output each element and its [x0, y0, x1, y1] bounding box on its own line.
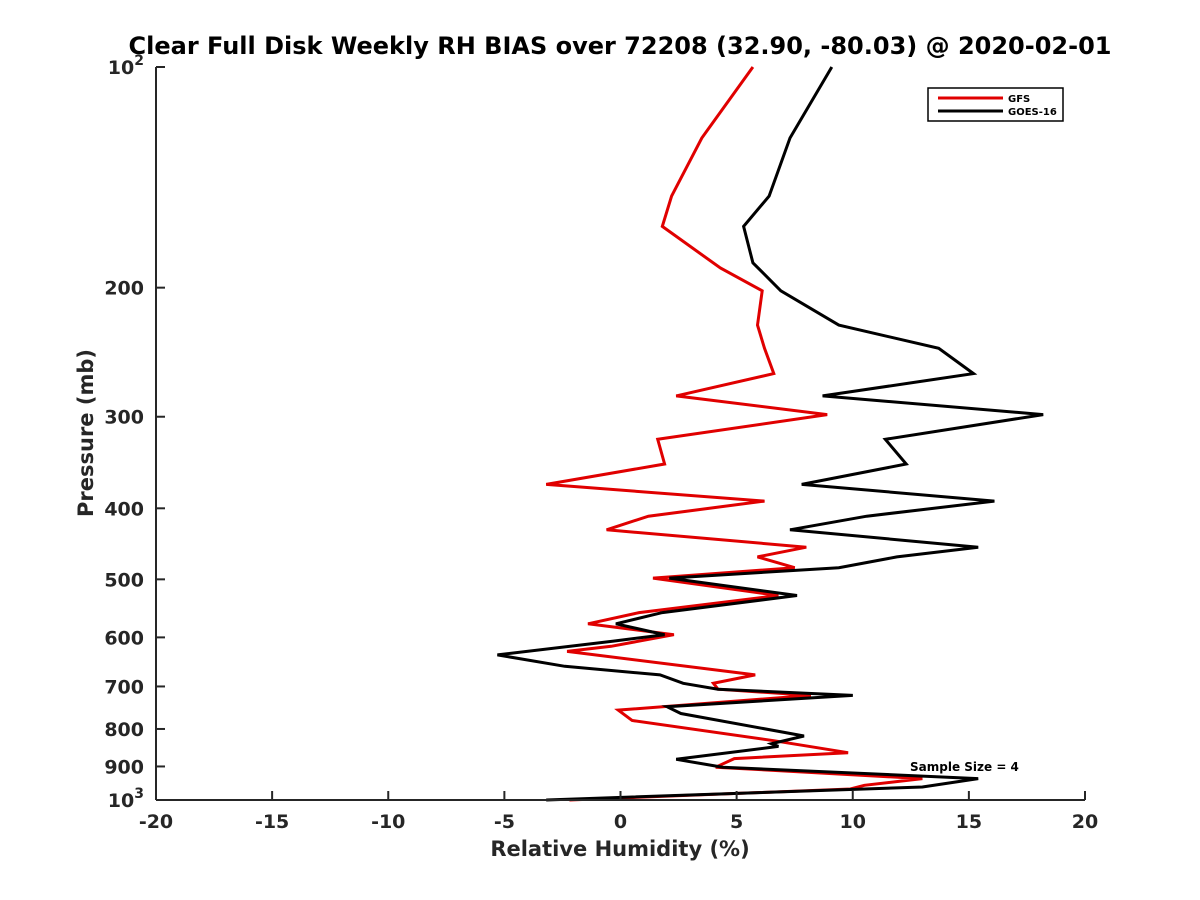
chart-title: Clear Full Disk Weekly RH BIAS over 7220…	[129, 32, 1112, 60]
x-tick-label: -10	[371, 811, 405, 833]
legend-label: GOES-16	[1008, 107, 1057, 118]
tick-base: 10	[108, 790, 134, 812]
y-tick-label: 900	[104, 756, 144, 778]
x-tick-label: 15	[956, 811, 982, 833]
x-axis-label: Relative Humidity (%)	[490, 837, 749, 861]
y-tick-label: 500	[104, 569, 144, 591]
y-tick-label: 600	[104, 627, 144, 649]
series-line-gfs	[545, 66, 923, 802]
plot-area	[497, 66, 1044, 802]
y-tick-label: 800	[104, 719, 144, 741]
x-tick-label: -5	[494, 811, 515, 833]
x-tick-label: -15	[255, 811, 289, 833]
legend: GFS GOES-16	[927, 87, 1064, 122]
x-tick-label: -20	[139, 811, 173, 833]
y-tick-label: 400	[104, 498, 144, 520]
axes: -20 -15 -10 -5 0 5 10 15 20102200300400500600700…	[104, 53, 1098, 833]
y-tick-label: 700	[104, 676, 144, 698]
y-tick-label: 102	[108, 53, 144, 79]
sample-size-annotation: Sample Size = 4	[910, 760, 1019, 774]
x-tick-label: 5	[730, 811, 743, 833]
series-line-goes-16	[497, 66, 1044, 802]
legend-label: GFS	[1008, 94, 1030, 105]
x-tick-label: 0	[614, 811, 627, 833]
x-tick-label: 10	[840, 811, 866, 833]
tick-exponent: 2	[134, 53, 144, 69]
y-axis-label: Pressure (mb)	[74, 349, 98, 517]
y-tick-label: 300	[104, 407, 144, 429]
y-tick-label: 103	[108, 786, 144, 812]
tick-base: 10	[108, 57, 134, 79]
x-tick-label: 20	[1072, 811, 1098, 833]
y-tick-label: 200	[104, 278, 144, 300]
legend-box	[927, 87, 1064, 122]
tick-exponent: 3	[134, 786, 144, 802]
